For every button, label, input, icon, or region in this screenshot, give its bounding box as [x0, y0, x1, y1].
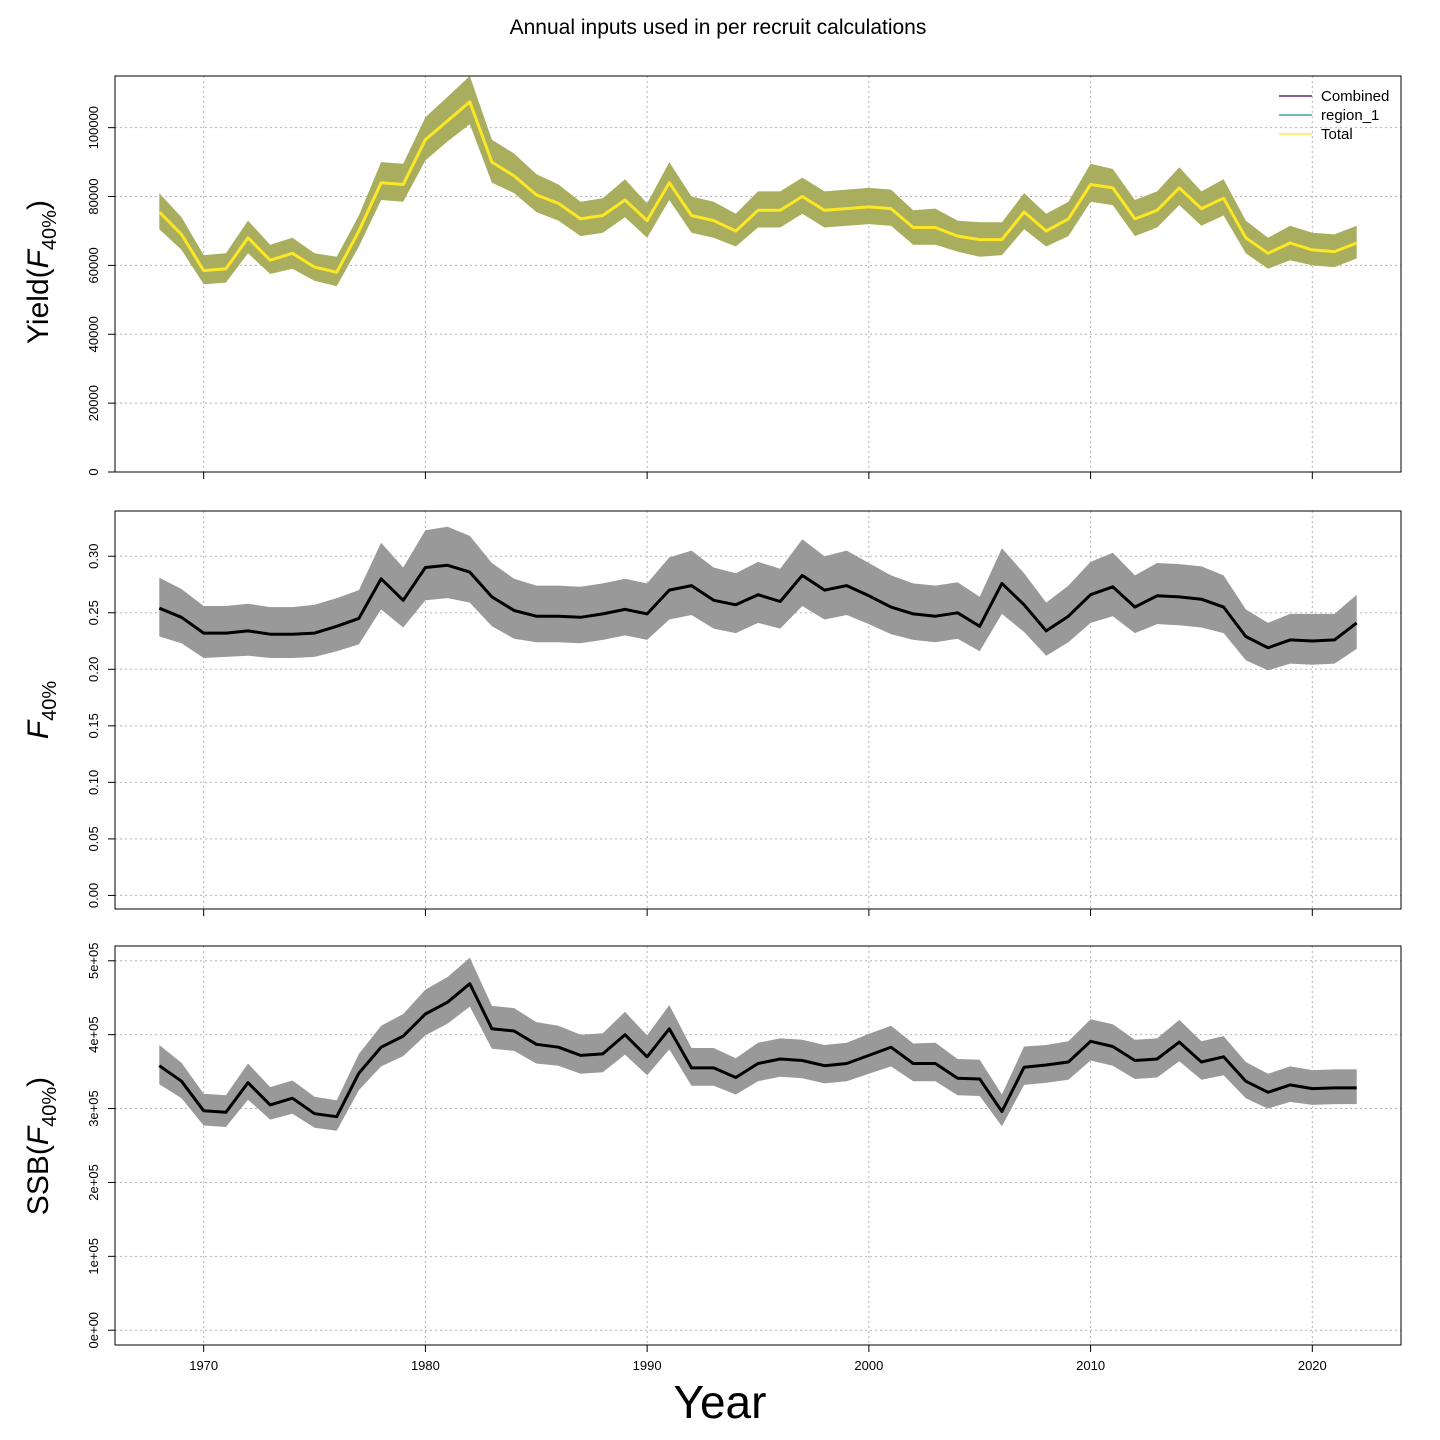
- y-tick-label-6: 0.30: [86, 544, 101, 569]
- confidence-band-yield: [159, 76, 1357, 287]
- y-tick-label-0: 0.00: [86, 883, 101, 908]
- x-tick-label-2010: 2010: [1076, 1358, 1105, 1373]
- x-tick-label-1980: 1980: [411, 1358, 440, 1373]
- y-axis-label-yield: Yield(F40%): [22, 200, 61, 344]
- axes-yield: 0 20000 40000 60000 80000 100000: [86, 106, 1313, 479]
- y-tick-label-3: 3e+05: [86, 1090, 101, 1127]
- plot-frame-yield: [114, 75, 1402, 473]
- y-tick-label-5: 0.25: [86, 600, 101, 625]
- series-line-total: [158, 100, 1358, 274]
- x-tick-label-1970: 1970: [189, 1358, 218, 1373]
- y-tick-label-5: 5e+05: [86, 943, 101, 980]
- y-tick-label-1: 20000: [86, 385, 101, 421]
- series-line-ssb: [158, 982, 1357, 1119]
- y-tick-label-0: 0: [86, 468, 101, 475]
- x-axis-label: Year: [674, 1376, 767, 1428]
- y-tick-label-5: 100000: [86, 106, 101, 149]
- plot-frame-f40: [114, 510, 1402, 910]
- x-tick-label-2000: 2000: [854, 1358, 883, 1373]
- y-tick-label-4: 4e+05: [86, 1016, 101, 1053]
- legend-label-region-1: region_1: [1321, 107, 1379, 124]
- axes-f40: 0.00 0.05 0.10 0.15 0.20 0.25 0.30: [86, 544, 1313, 916]
- y-tick-label-4: 80000: [86, 178, 101, 214]
- confidence-band-f40: [159, 526, 1357, 671]
- y-tick-label-0: 0e+00: [86, 1312, 101, 1349]
- plot-frame-ssb: [114, 945, 1402, 1346]
- legend-label-combined: Combined: [1321, 88, 1389, 105]
- y-tick-label-2: 2e+05: [86, 1164, 101, 1201]
- axes-ssb: 0e+00 1e+05 2e+05 3e+05 4e+05 5e+05 1970 1980 19…: [86, 943, 1327, 1373]
- confidence-band-ssb: [159, 957, 1357, 1131]
- legend: Combined region_1 Total: [1279, 88, 1389, 143]
- y-axis-label-ssb: SSB(F40%): [22, 1077, 61, 1215]
- y-tick-label-3: 60000: [86, 247, 101, 283]
- panel-ssb: 0e+00 1e+05 2e+05 3e+05 4e+05 5e+05 1970 1980 19…: [22, 943, 1402, 1373]
- grid-ssb: [115, 946, 1401, 1345]
- y-tick-label-2: 40000: [86, 316, 101, 352]
- y-tick-label-3: 0.15: [86, 713, 101, 738]
- x-tick-label-1990: 1990: [633, 1358, 662, 1373]
- y-tick-label-4: 0.20: [86, 657, 101, 682]
- series-line-f40: [158, 563, 1358, 650]
- y-tick-label-2: 0.10: [86, 770, 101, 795]
- legend-label-total: Total: [1321, 126, 1353, 143]
- y-axis-label-f40: F40%: [22, 681, 61, 740]
- chart-title: Annual inputs used in per recruit calcul…: [510, 16, 927, 39]
- y-tick-label-1: 1e+05: [86, 1238, 101, 1275]
- x-tick-label-2020: 2020: [1298, 1358, 1327, 1373]
- panel-f40: 0.00 0.05 0.10 0.15 0.20 0.25 0.30 F40%: [22, 510, 1402, 916]
- y-tick-label-1: 0.05: [86, 826, 101, 851]
